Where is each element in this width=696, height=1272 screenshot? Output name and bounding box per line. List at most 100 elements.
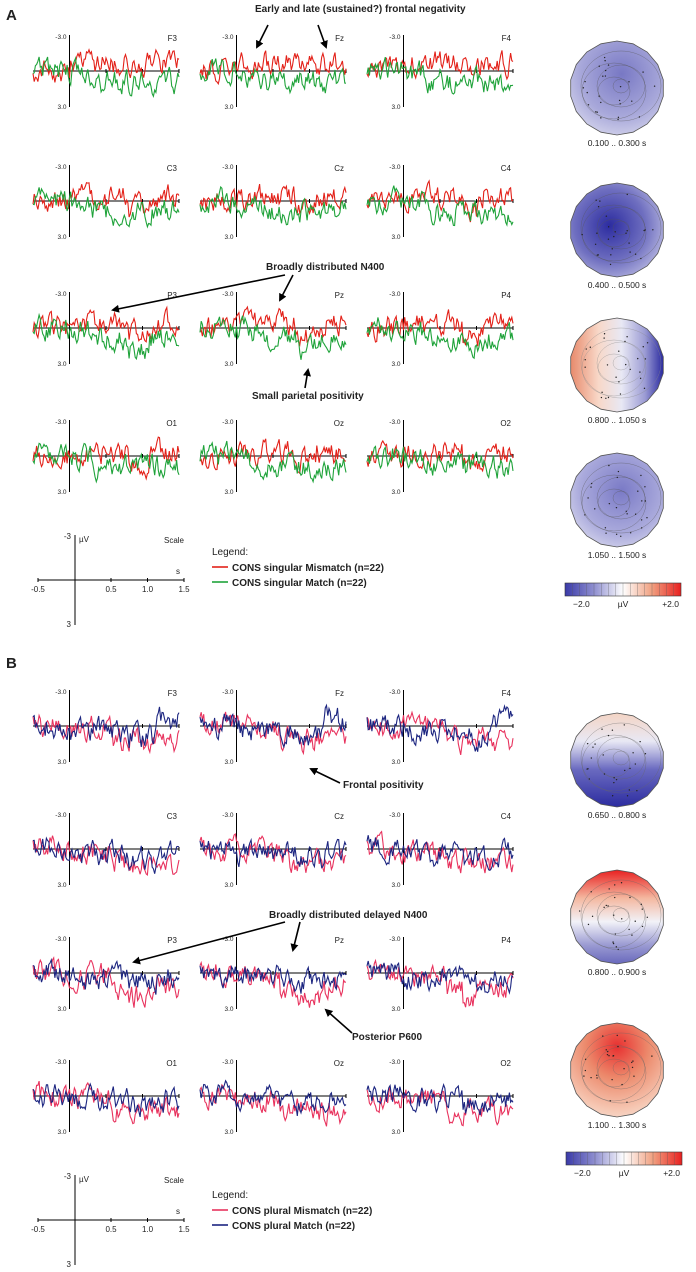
electrode-dot xyxy=(590,757,593,759)
y-tick-label-bottom: 3.0 xyxy=(391,1006,400,1013)
y-tick-label-bottom: 3.0 xyxy=(391,361,400,368)
y-tick-label-bottom: 3.0 xyxy=(57,104,66,111)
electrode-dot xyxy=(625,363,627,366)
electrode-dot xyxy=(626,795,629,797)
y-tick-label-top: -3.0 xyxy=(389,164,401,171)
electrode-dot xyxy=(603,773,606,775)
colorbar-min-label: −2.0 xyxy=(573,599,590,609)
electrode-dot xyxy=(641,925,644,928)
electrode-dot xyxy=(619,103,621,105)
y-tick-label-bottom: 3.0 xyxy=(391,1129,400,1136)
electrode-dot xyxy=(587,497,589,499)
erp-plot-B-O2: -3.0 3.0 O2 xyxy=(366,1059,514,1136)
contour-line xyxy=(596,206,646,250)
electrode-dot xyxy=(604,75,607,77)
electrode-label: F3 xyxy=(168,34,178,43)
contour-line xyxy=(581,204,647,262)
electrode-dot xyxy=(619,85,622,88)
electrode-dot xyxy=(626,513,628,515)
electrode-dot xyxy=(615,946,618,948)
contour-line xyxy=(581,734,647,792)
electrode-dot xyxy=(607,64,610,66)
electrode-dot xyxy=(644,753,647,755)
annotation-delayed-n400: Broadly distributed delayed N400 xyxy=(269,910,428,921)
electrode-dot xyxy=(584,514,586,516)
match-trace xyxy=(366,185,514,227)
electrode-dot xyxy=(626,230,628,232)
electrode-dot xyxy=(651,1055,653,1057)
electrode-dot xyxy=(586,742,589,745)
scale-y-top: -3 xyxy=(64,1172,72,1181)
contour-line xyxy=(581,1044,647,1102)
electrode-dot xyxy=(598,95,600,97)
scale-x-tick-label: -0.5 xyxy=(31,585,45,594)
electrode-dot xyxy=(607,238,610,240)
electrode-dot xyxy=(640,527,643,529)
electrode-dot xyxy=(634,253,637,255)
colorbar-max-label: +2.0 xyxy=(663,1168,680,1178)
electrode-dot xyxy=(644,486,646,488)
electrode-dot xyxy=(631,100,633,102)
electrode-label: O2 xyxy=(500,419,511,428)
mismatch-trace xyxy=(32,436,180,481)
electrode-dot xyxy=(604,527,607,529)
electrode-dot xyxy=(615,506,618,509)
electrode-dot xyxy=(608,1055,610,1057)
electrode-label: P3 xyxy=(167,936,177,945)
electrode-dot xyxy=(596,1077,598,1079)
electrode-dot xyxy=(614,231,616,233)
y-tick-label-bottom: 3.0 xyxy=(391,234,400,241)
electrode-dot xyxy=(624,340,626,343)
electrode-dot xyxy=(634,763,637,765)
topomap-time-label: 0.800 .. 1.050 s xyxy=(588,415,647,425)
mismatch-trace xyxy=(32,305,180,343)
contour-line xyxy=(597,353,631,383)
electrode-dot xyxy=(624,769,626,772)
topomap-A-2: 0.400 .. 0.500 s xyxy=(570,182,664,290)
panel-label-A: A xyxy=(6,7,17,24)
electrode-dot xyxy=(617,470,620,473)
electrode-label: P4 xyxy=(501,291,511,300)
electrode-dot xyxy=(628,928,630,931)
contour-line xyxy=(596,476,646,520)
annotation-p600: Posterior P600 xyxy=(352,1032,422,1043)
electrode-dot xyxy=(594,243,597,245)
electrode-dot xyxy=(631,934,633,936)
electrode-dot xyxy=(605,215,608,217)
electrode-dot xyxy=(588,778,591,780)
topomap-B-3: 1.100 .. 1.300 s xyxy=(570,1022,664,1130)
electrode-dot xyxy=(634,513,637,515)
electrode-dot xyxy=(641,908,643,910)
topomap-B-2: 0.800 .. 0.900 s xyxy=(570,869,664,977)
contour-line xyxy=(597,76,631,106)
electrode-dot xyxy=(634,920,636,922)
y-tick-label-bottom: 3.0 xyxy=(57,489,66,496)
y-tick-label-bottom: 3.0 xyxy=(224,234,233,241)
electrode-dot xyxy=(600,101,602,104)
scale-unit: µV xyxy=(79,1175,90,1184)
match-trace xyxy=(366,317,514,360)
contour-line xyxy=(580,462,662,534)
topomap-time-label: 0.100 .. 0.300 s xyxy=(588,138,647,148)
electrode-dot xyxy=(632,1060,634,1062)
y-tick-label-bottom: 3.0 xyxy=(224,882,233,889)
electrode-label: O1 xyxy=(166,419,177,428)
electrode-dot xyxy=(640,903,642,906)
annotation-arrow xyxy=(309,768,341,784)
electrode-dot xyxy=(653,85,656,87)
electrode-dot xyxy=(601,728,603,730)
legend-item-label: CONS plural Mismatch (n=22) xyxy=(232,1206,372,1217)
y-tick-label-top: -3.0 xyxy=(55,812,67,819)
electrode-dot xyxy=(606,364,609,366)
electrode-dot xyxy=(613,781,615,784)
electrode-dot xyxy=(594,743,596,745)
electrode-dot xyxy=(602,754,604,756)
electrode-label: Pz xyxy=(335,936,344,945)
electrode-dot xyxy=(632,752,634,754)
match-trace xyxy=(32,836,180,874)
erp-plot-B-C4: -3.0 3.0 C4 xyxy=(366,812,514,889)
y-tick-label-bottom: 3.0 xyxy=(391,759,400,766)
electrode-dot xyxy=(613,235,615,238)
y-tick-label-top: -3.0 xyxy=(55,689,67,696)
electrode-dot xyxy=(640,257,642,260)
